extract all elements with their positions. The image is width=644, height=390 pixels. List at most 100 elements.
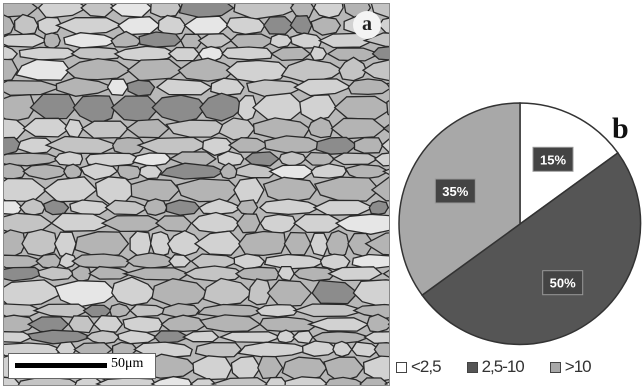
grain (265, 376, 288, 385)
grain (292, 303, 368, 318)
grain (64, 118, 84, 139)
grain (255, 303, 299, 318)
grain (72, 95, 116, 125)
grain (266, 279, 313, 308)
grain (301, 340, 339, 357)
grain (268, 164, 315, 180)
grain (370, 4, 389, 19)
grain (233, 4, 302, 20)
grain (259, 213, 297, 235)
grain (165, 119, 230, 138)
grain (4, 266, 46, 282)
pie-slice-1 (421, 151, 642, 346)
grain (262, 176, 318, 204)
grain (130, 178, 181, 202)
grain (138, 31, 182, 48)
grain (4, 14, 15, 36)
grain (4, 33, 50, 48)
grain (363, 331, 389, 344)
grain (54, 16, 124, 36)
grain (310, 16, 342, 36)
grain (194, 341, 243, 358)
grain (42, 199, 70, 216)
grain (225, 16, 266, 35)
grain (180, 33, 204, 49)
grain (289, 4, 315, 19)
grain (4, 79, 64, 96)
grain (197, 33, 233, 49)
scale-bar-label: 50μm (111, 356, 144, 371)
grain (4, 45, 19, 61)
grain (165, 199, 201, 216)
legend-label-2: >10 (564, 357, 592, 376)
grain (85, 329, 121, 345)
grain (4, 229, 27, 259)
grain (366, 313, 389, 333)
grain (338, 56, 368, 82)
grain (293, 78, 353, 97)
grain (18, 46, 79, 61)
grain (22, 163, 69, 181)
grain (93, 314, 124, 333)
grain (50, 212, 114, 232)
grain (70, 46, 122, 61)
grain (344, 163, 389, 180)
grain (229, 33, 277, 49)
grain (283, 231, 312, 256)
grain (54, 280, 119, 308)
grain (150, 375, 193, 385)
grain (26, 329, 94, 345)
legend-swatch-0 (396, 361, 407, 373)
grain (237, 94, 258, 122)
grain (29, 93, 77, 120)
grain (293, 213, 346, 234)
grain (218, 331, 283, 344)
grain (189, 377, 217, 385)
grain (259, 316, 320, 333)
data-label-box-0 (532, 146, 574, 172)
panel-label-b: b (612, 112, 629, 145)
data-label-box-2 (434, 178, 476, 204)
grain (233, 176, 265, 204)
grain (149, 231, 172, 257)
grain (263, 135, 326, 154)
grain-group (4, 4, 389, 385)
grain (153, 330, 191, 344)
grain (43, 176, 98, 203)
grain (387, 322, 389, 326)
grain-structure-image (4, 4, 389, 385)
grain (4, 152, 63, 167)
grain (361, 59, 389, 82)
data-label-box-1 (542, 270, 584, 296)
grain (122, 315, 164, 335)
grain (80, 4, 117, 18)
legend-item-1: 2,5-10 (466, 357, 525, 377)
grain (257, 355, 284, 380)
legend-label-0: <2,5 (411, 357, 442, 376)
grain (382, 123, 389, 134)
grain (100, 215, 166, 233)
grain (4, 279, 65, 308)
grain (386, 99, 389, 116)
grain (202, 277, 254, 306)
grain (131, 152, 172, 167)
grain (263, 15, 296, 35)
grain (382, 269, 389, 278)
pie-legend: <2,5 2,5-10 >10 (396, 352, 644, 382)
grain (125, 252, 178, 269)
grain (258, 198, 322, 216)
grain (109, 4, 153, 18)
grain (362, 355, 389, 382)
grain (299, 94, 338, 122)
grain (238, 230, 287, 257)
grain (65, 57, 132, 81)
grain (4, 4, 39, 18)
grain (82, 304, 113, 318)
data-label-2: 35% (442, 184, 468, 199)
legend-swatch-1 (466, 361, 478, 373)
grain (37, 16, 63, 36)
grain (244, 151, 280, 167)
grain (359, 377, 389, 385)
grain (181, 330, 220, 343)
grain (106, 78, 129, 96)
